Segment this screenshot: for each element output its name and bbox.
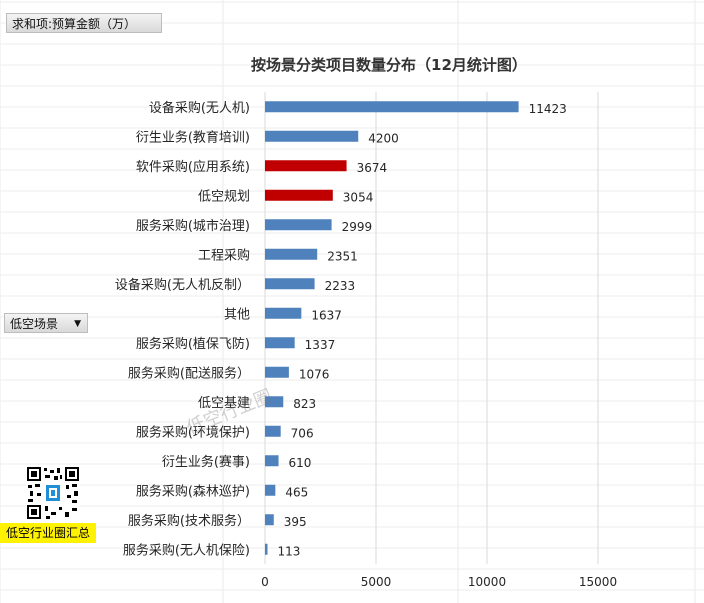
pivot-row-field-label: 低空场景 xyxy=(10,317,59,331)
category-label: 服务采购(无人机保险) xyxy=(123,542,250,558)
bar xyxy=(265,248,318,260)
category-label: 服务采购(环境保护) xyxy=(136,424,250,440)
bar xyxy=(265,514,274,526)
data-label: 2999 xyxy=(342,220,373,234)
data-label: 1637 xyxy=(311,308,342,322)
data-label: 610 xyxy=(289,456,312,470)
chart-title: 按场景分类项目数量分布（12月统计图） xyxy=(251,56,527,74)
bar xyxy=(265,484,276,496)
category-label: 软件采购(应用系统) xyxy=(136,159,250,175)
pivot-values-field-button[interactable]: 求和项:预算金额（万） xyxy=(6,13,162,33)
bar xyxy=(265,219,332,231)
category-label: 工程采购 xyxy=(198,247,250,263)
bar xyxy=(265,101,519,113)
category-label: 设备采购(无人机) xyxy=(149,100,250,116)
data-label: 395 xyxy=(284,515,307,529)
data-label: 3674 xyxy=(357,161,388,175)
qr-code-icon xyxy=(26,466,80,520)
data-label: 706 xyxy=(291,426,314,440)
bars xyxy=(265,101,519,555)
data-labels: 11423 4200 3674 3054 2999 2351 2233 1637 1337 107… xyxy=(278,102,567,559)
bar xyxy=(265,337,295,349)
x-axis-tick-labels: 0 5000 10000 15000 xyxy=(261,575,617,589)
data-label: 3054 xyxy=(343,190,374,204)
x-tick-label: 15000 xyxy=(579,575,617,589)
category-label: 服务采购(植保飞防) xyxy=(136,336,250,352)
data-label: 113 xyxy=(278,544,301,558)
x-tick-label: 10000 xyxy=(468,575,506,589)
category-label: 服务采购(森林巡护) xyxy=(136,483,250,499)
bar xyxy=(265,455,279,467)
pivot-row-field-dropdown[interactable]: 低空场景 ▼ xyxy=(4,313,88,333)
pivot-values-field-label: 求和项:预算金额（万） xyxy=(12,17,137,31)
category-label: 衍生业务(教育培训) xyxy=(136,129,250,145)
category-label: 其他 xyxy=(224,307,250,322)
category-labels: 设备采购(无人机) 衍生业务(教育培训) 软件采购(应用系统) 低空规划服务采购(城市… xyxy=(115,100,250,559)
dropdown-arrow-icon[interactable]: ▼ xyxy=(74,319,81,329)
qr-caption: 低空行业圈汇总 xyxy=(0,523,96,543)
category-label: 衍生业务(赛事) xyxy=(162,454,250,470)
data-label: 2233 xyxy=(325,279,356,293)
bar xyxy=(265,130,359,142)
bar xyxy=(265,543,268,555)
data-label: 465 xyxy=(285,485,308,499)
bar xyxy=(265,396,284,408)
bar xyxy=(265,425,281,437)
data-label: 1337 xyxy=(305,338,336,352)
bar xyxy=(265,366,289,378)
data-label: 4200 xyxy=(368,131,399,145)
gridlines xyxy=(264,92,599,564)
category-label: 服务采购(城市治理) xyxy=(136,218,250,234)
data-label: 1076 xyxy=(299,367,330,381)
x-tick-label: 5000 xyxy=(361,575,392,589)
bar xyxy=(265,160,347,172)
data-label: 11423 xyxy=(529,102,567,116)
category-label: 低空基建 xyxy=(198,396,250,411)
x-tick-label: 0 xyxy=(261,575,269,589)
category-label: 服务采购(配送服务） xyxy=(128,365,250,381)
data-label: 823 xyxy=(293,397,316,411)
data-label: 2351 xyxy=(327,249,358,263)
bar xyxy=(265,278,315,290)
category-label: 设备采购(无人机反制） xyxy=(115,277,250,293)
category-label: 服务采购(技术服务） xyxy=(128,513,250,529)
bar xyxy=(265,307,302,319)
bar xyxy=(265,189,333,201)
category-label: 低空规划 xyxy=(198,189,250,204)
